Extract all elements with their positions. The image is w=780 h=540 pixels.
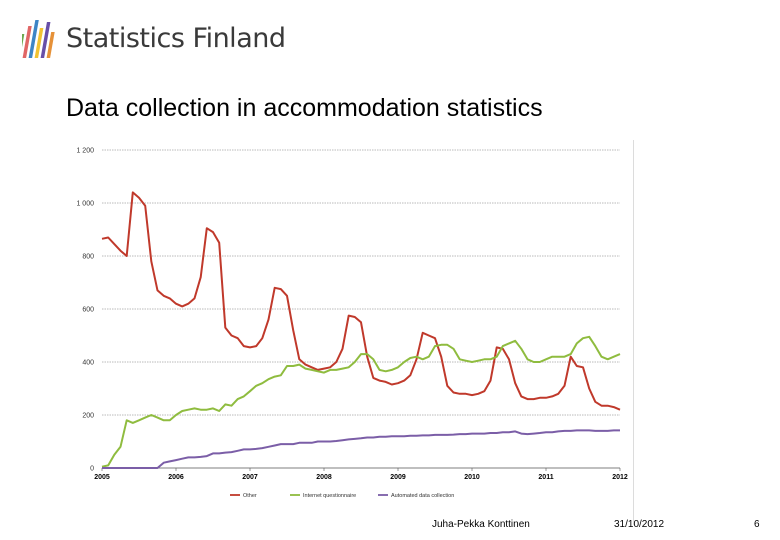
- line-chart: 0 200 400 600 800 1 000 1 200 2005 2006 2007 2008…: [60, 138, 640, 510]
- x-tick-label: 2010: [464, 474, 480, 481]
- footer-page-number: 6: [754, 519, 760, 530]
- x-tick-label: 2012: [612, 474, 628, 481]
- y-tick-label: 600: [82, 307, 94, 314]
- vertical-divider: [633, 140, 634, 525]
- y-tick-label: 0: [90, 466, 94, 473]
- x-tick-label: 2009: [390, 474, 406, 481]
- x-tick-label: 2011: [538, 474, 553, 481]
- legend-label: Automated data collection: [391, 493, 454, 499]
- slide-title: Data collection in accommodation statist…: [66, 94, 543, 122]
- chart-svg: 0 200 400 600 800 1 000 1 200 2005 2006 2007 2008…: [76, 148, 628, 500]
- x-axis: 2005 2006 2007 2008 2009 2010 2011 2012: [94, 468, 628, 481]
- grid-layer: [102, 149, 620, 469]
- legend: Other Internet questionnaire Automated dat…: [230, 493, 454, 499]
- x-tick-label: 2006: [168, 474, 184, 481]
- legend-label: Internet questionnaire: [303, 493, 356, 499]
- y-tick-label: 200: [82, 413, 94, 420]
- footer-date: 31/10/2012: [614, 519, 665, 530]
- series-line-other: [101, 191, 621, 411]
- y-axis-ticks: 0 200 400 600 800 1 000 1 200: [76, 148, 94, 473]
- series-line-internet-questionnaire: [101, 335, 621, 468]
- y-tick-label: 800: [82, 254, 94, 261]
- y-tick-label: 1 200: [76, 148, 94, 155]
- x-tick-label: 2007: [242, 474, 258, 481]
- x-tick-label: 2005: [94, 474, 110, 481]
- legend-label: Other: [243, 493, 257, 499]
- y-tick-label: 1 000: [76, 201, 94, 208]
- logo-text: Statistics Finland: [66, 23, 286, 54]
- series-line-automated-data-collection: [102, 429, 620, 469]
- x-tick-label: 2008: [316, 474, 332, 481]
- footer-author: Juha-Pekka Konttinen: [432, 519, 530, 530]
- y-tick-label: 400: [82, 360, 94, 367]
- series-layer: [101, 191, 621, 469]
- logo-mark-icon: [22, 20, 55, 58]
